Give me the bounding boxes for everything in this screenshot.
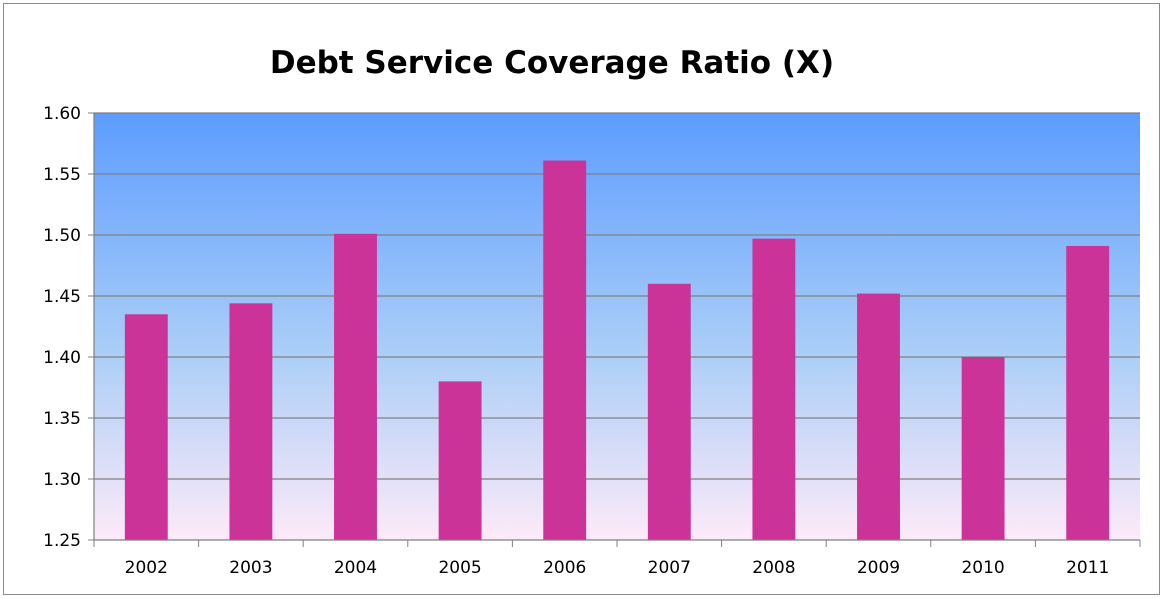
x-tick-labels: 2002 2003 2004 2005 2006 2007 2008 2009 2010 2011	[125, 558, 1110, 578]
y-tick-label: 1.40	[43, 348, 81, 368]
x-tick-label: 2004	[334, 558, 377, 578]
bar-2008	[752, 238, 796, 540]
bar-2003	[229, 303, 273, 540]
x-tick-label: 2007	[648, 558, 691, 578]
y-tick-label: 1.60	[43, 104, 81, 124]
y-tick-labels: 1.25 1.30 1.35 1.40 1.45 1.50 1.55 1.60	[43, 104, 81, 551]
y-tick-label: 1.25	[43, 531, 81, 551]
chart-title: Debt Service Coverage Ratio (X)	[270, 45, 834, 81]
y-tick-label: 1.30	[43, 470, 81, 490]
x-tick-label: 2003	[229, 558, 272, 578]
x-tick-label: 2002	[125, 558, 168, 578]
bar-2011	[1066, 245, 1110, 541]
axes	[88, 112, 1141, 547]
y-tick-label: 1.50	[43, 226, 81, 246]
y-tick-label: 1.45	[43, 287, 81, 307]
bar-2006	[543, 160, 587, 540]
x-tick-label: 2008	[752, 558, 795, 578]
y-tick-label: 1.35	[43, 409, 81, 429]
x-tick-label: 2010	[961, 558, 1004, 578]
bar-2010	[961, 357, 1005, 540]
x-tick-label: 2009	[857, 558, 900, 578]
bar-2002	[124, 314, 168, 540]
y-tick-label: 1.55	[43, 165, 81, 185]
x-tick-label: 2006	[543, 558, 586, 578]
x-tick-label: 2011	[1066, 558, 1109, 578]
bar-2004	[334, 233, 377, 540]
bars	[124, 160, 1110, 541]
bar-2009	[857, 293, 900, 540]
chart-frame: Debt Service Coverage Ratio (X) 1.25 1.30…	[3, 3, 1160, 595]
bar-2007	[647, 283, 691, 540]
bar-2005	[438, 381, 482, 540]
bar-chart: Debt Service Coverage Ratio (X) 1.25 1.30…	[43, 45, 1141, 578]
x-tick-label: 2005	[438, 558, 481, 578]
